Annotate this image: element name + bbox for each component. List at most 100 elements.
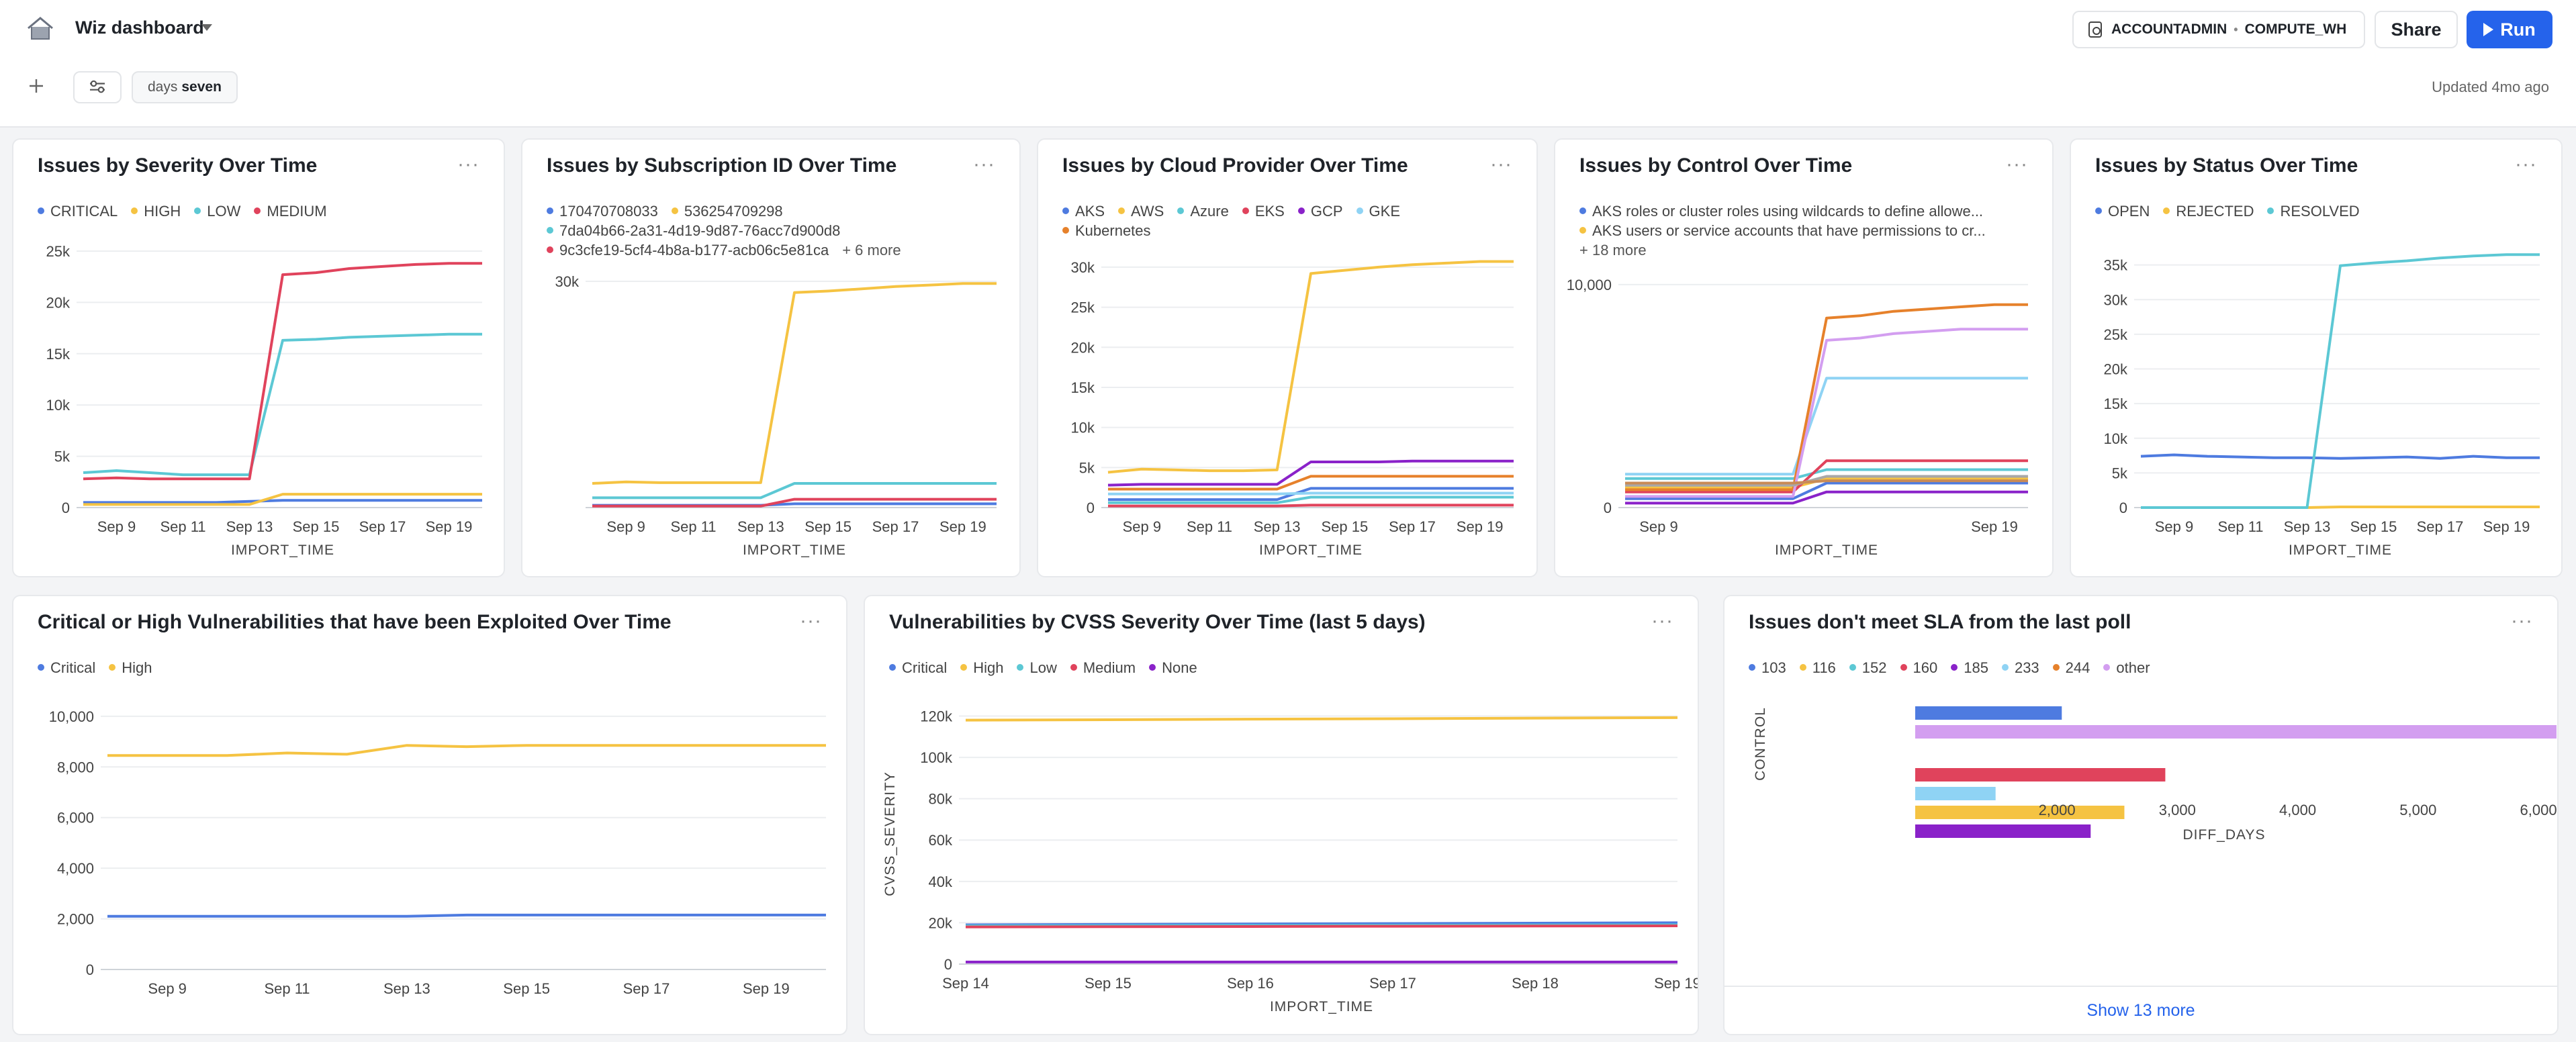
legend-item-high[interactable]: High	[109, 659, 152, 676]
legend-item-aks-users-or-service-accounts-that-have-permissions-to-cr[interactable]: AKS users or service accounts that have …	[1579, 222, 1986, 239]
legend-item-none[interactable]: None	[1149, 659, 1197, 676]
legend-item-low[interactable]: Low	[1017, 659, 1057, 676]
dashboard-title[interactable]: Wiz dashboard	[75, 17, 204, 38]
legend-item-low[interactable]: LOW	[194, 203, 240, 220]
series-line-low[interactable]	[83, 332, 482, 477]
legend-item-116[interactable]: 116	[1799, 659, 1836, 676]
series-line-eks[interactable]	[1108, 504, 1514, 508]
series-line-series-6[interactable]	[1625, 303, 2028, 491]
more-horizontal-icon[interactable]: ···	[1490, 153, 1512, 175]
x-tick-label: Sep 19	[1457, 518, 1504, 535]
legend-item-eks[interactable]: EKS	[1242, 203, 1285, 220]
chart-svg: 0 5k 10k 15k 20k 25k Sep 9 Sep 11 Sep 13 Sep 15 Se…	[46, 243, 482, 558]
series-line-azure[interactable]	[1108, 495, 1514, 504]
bar-233[interactable]	[1915, 787, 1996, 800]
legend-item-open[interactable]: OPEN	[2095, 203, 2150, 220]
series-line-kubernetes[interactable]	[1108, 475, 1514, 491]
more-horizontal-icon[interactable]: ···	[2006, 153, 2028, 175]
series-line-high[interactable]	[83, 493, 482, 506]
bar-other[interactable]	[1915, 725, 2557, 739]
legend-item-170470708033[interactable]: 170470708033	[547, 203, 658, 220]
bar-103[interactable]	[1915, 706, 2062, 720]
x-tick-label: Sep 15	[2350, 518, 2397, 535]
series-line-9c3cfe19-5cf4-4b8a-b177-acb06c5e81ca[interactable]	[592, 498, 997, 508]
series-line-aws[interactable]	[1107, 260, 1514, 474]
more-horizontal-icon[interactable]: ···	[800, 610, 822, 632]
chart-svg: 2,000 3,000 4,000 5,000 6,000 DIFF_DAYS CONTRO…	[1753, 706, 2557, 843]
share-button[interactable]: Share	[2375, 11, 2458, 48]
series-line-series-7[interactable]	[1625, 328, 2028, 498]
context-selector[interactable]: ACCOUNTADMIN • COMPUTE_WH	[2072, 11, 2365, 48]
legend-item-critical[interactable]: Critical	[38, 659, 95, 676]
legend-item-244[interactable]: 244	[2052, 659, 2090, 676]
bar-185[interactable]	[1915, 824, 2091, 838]
series-line-aks[interactable]	[1108, 487, 1514, 502]
series-line-series-5[interactable]	[1625, 377, 2028, 476]
x-tick-label: Sep 17	[872, 518, 919, 535]
legend-item-gke[interactable]: GKE	[1356, 203, 1400, 220]
series-line-aks-users-or-service-accounts-that-have-permissions-to-cr[interactable]	[1625, 477, 2028, 489]
legend-item-medium[interactable]: Medium	[1070, 659, 1136, 676]
legend-item-233[interactable]: 233	[2001, 659, 2039, 676]
filter-settings-button[interactable]	[73, 71, 122, 103]
legend-item-high[interactable]: High	[960, 659, 1003, 676]
legend-item-azure[interactable]: Azure	[1177, 203, 1229, 220]
legend-item-aks[interactable]: AKS	[1062, 203, 1105, 220]
legend-item-aks-roles-or-cluster-roles-using-wildcards-to-define-allowe[interactable]: AKS roles or cluster roles using wildcar…	[1579, 203, 1983, 220]
show-more-button[interactable]: Show 13 more	[1724, 986, 2557, 1034]
series-line-medium[interactable]	[965, 925, 1678, 929]
series-line-series-8[interactable]	[1625, 475, 2028, 487]
chevron-down-icon[interactable]	[201, 24, 212, 31]
chart-svg: 0 20k 40k 60k 80k 100k 120k Sep 14 Sep 15 Sep 16 S…	[882, 708, 1698, 1014]
days-filter-chip[interactable]: days seven	[132, 71, 238, 103]
more-horizontal-icon[interactable]: ···	[457, 153, 479, 175]
legend-item-critical[interactable]: Critical	[889, 659, 947, 676]
plus-icon[interactable]	[28, 78, 44, 94]
series-line-open[interactable]	[2140, 453, 2540, 460]
legend-item-resolved[interactable]: RESOLVED	[2267, 203, 2360, 220]
home-icon[interactable]	[26, 15, 55, 42]
more-horizontal-icon[interactable]: ···	[2515, 153, 2537, 175]
bar-160[interactable]	[1915, 768, 2166, 781]
x-tick-label: Sep 9	[1123, 518, 1162, 535]
x-tick-label: Sep 19	[2483, 518, 2530, 535]
series-line-gcp[interactable]	[1107, 459, 1514, 487]
filter-value: seven	[181, 79, 222, 95]
series-line-series-9[interactable]	[1625, 479, 2028, 485]
legend-item-152[interactable]: 152	[1849, 659, 1887, 676]
series-line-series-2[interactable]	[1625, 468, 2028, 480]
series-line-7da04b66-2a31-4d19-9d87-76acc7d900d8[interactable]	[592, 482, 997, 500]
legend-item-536254709298[interactable]: 536254709298	[671, 203, 783, 220]
legend-item-critical[interactable]: CRITICAL	[38, 203, 118, 220]
more-horizontal-icon[interactable]: ···	[1651, 610, 1673, 632]
series-line-aks-roles-or-cluster-roles-using-wildcards-to-define-allowe[interactable]	[1625, 481, 2028, 500]
legend-item-7da04b66-2a31-4d19-9d87-76acc7d900d8[interactable]: 7da04b66-2a31-4d19-9d87-76acc7d900d8	[547, 222, 840, 239]
series-line-critical[interactable]	[83, 499, 482, 504]
series-line-series-4[interactable]	[1625, 490, 2028, 505]
more-horizontal-icon[interactable]: ···	[973, 153, 995, 175]
series-line-gke[interactable]	[1108, 491, 1514, 495]
series-line-high[interactable]	[107, 744, 826, 757]
series-line-536254709298[interactable]	[592, 282, 997, 485]
legend-item-rejected[interactable]: REJECTED	[2163, 203, 2254, 220]
legend-item-aws[interactable]: AWS	[1118, 203, 1164, 220]
legend-item-gcp[interactable]: GCP	[1297, 203, 1343, 220]
legend-item-high[interactable]: HIGH	[131, 203, 181, 220]
series-line-medium[interactable]	[83, 262, 482, 481]
series-line-critical[interactable]	[107, 913, 826, 918]
legend-item-9c3cfe19-5cf4-4b8a-b177-acb06c5e81ca[interactable]: 9c3cfe19-5cf4-4b8a-b177-acb06c5e81ca	[547, 242, 829, 258]
legend-item-other[interactable]: other	[2103, 659, 2150, 676]
run-button[interactable]: Run	[2467, 11, 2552, 48]
legend-item-medium[interactable]: MEDIUM	[254, 203, 327, 220]
legend-item-160[interactable]: 160	[1900, 659, 1937, 676]
series-line-resolved[interactable]	[2141, 253, 2540, 509]
legend-item-103[interactable]: 103	[1749, 659, 1786, 676]
legend-item-kubernetes[interactable]: Kubernetes	[1062, 222, 1151, 239]
series-line-high[interactable]	[965, 716, 1678, 722]
series-line-series-3[interactable]	[1625, 459, 2028, 493]
panel-title: Issues by Control Over Time	[1579, 154, 1853, 177]
legend-item-185[interactable]: 185	[1951, 659, 1988, 676]
x-tick-label: 6,000	[2520, 802, 2557, 818]
more-horizontal-icon[interactable]: ···	[2511, 610, 2533, 632]
bar-116[interactable]	[1915, 806, 2125, 819]
